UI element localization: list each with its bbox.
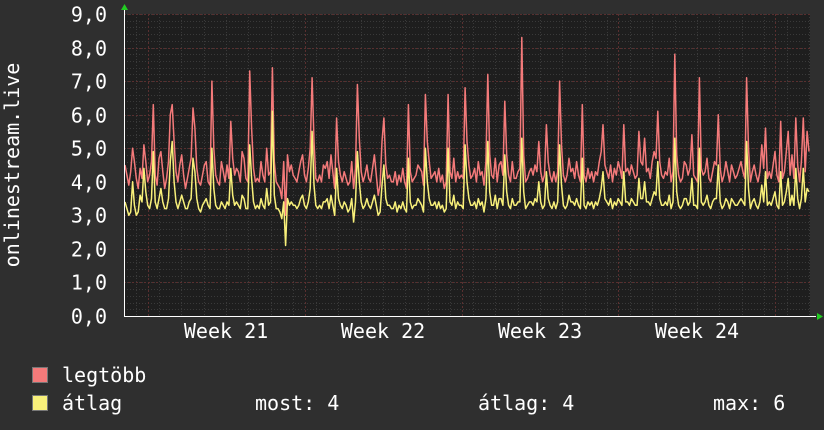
legend-max: legtöbb <box>32 363 146 387</box>
stat-mean-label: átlag: <box>478 391 551 415</box>
legend-avg-label: átlag <box>62 391 123 415</box>
x-tick-label: Week 24 <box>655 319 739 343</box>
stat-now-value: 4 <box>327 391 340 415</box>
legend-max-label: legtöbb <box>62 363 147 387</box>
y-tick-label: 1,0 <box>71 271 107 295</box>
series-layer <box>124 36 810 247</box>
y-tick-label: 6,0 <box>71 104 107 128</box>
y-tick-label: 4,0 <box>71 171 107 195</box>
y-tick-label: 2,0 <box>71 238 107 262</box>
stat-max-label: max: <box>713 391 762 415</box>
x-tick-label: Week 21 <box>184 319 268 343</box>
series-line <box>124 110 810 247</box>
x-tick-label: Week 23 <box>498 319 582 343</box>
y-tick-label: 8,0 <box>71 37 107 61</box>
stat-mean-value: 4 <box>562 391 575 415</box>
x-axis-arrow-icon <box>817 313 823 320</box>
y-tick-label: 0,0 <box>71 305 107 329</box>
stat-max-value: 6 <box>773 391 786 415</box>
x-tick-label: Week 22 <box>341 319 425 343</box>
stat-mean: átlag: 4 <box>478 391 574 415</box>
legend-max-swatch <box>32 367 48 383</box>
stat-max: max: 6 <box>713 391 785 415</box>
series-line <box>124 36 810 217</box>
y-tick-label: 7,0 <box>71 70 107 94</box>
y-axis-arrow-icon <box>121 4 128 10</box>
legend-avg-swatch <box>32 395 48 411</box>
stat-now: most: 4 <box>255 391 339 415</box>
stat-now-label: most: <box>255 391 316 415</box>
y-tick-label: 5,0 <box>71 137 107 161</box>
y-axis-title: onlinestream.live <box>0 63 24 268</box>
legend-avg: átlag <box>32 391 122 415</box>
labels-layer: 0,0 1,0 2,0 3,0 4,0 5,0 6,0 7,0 8,0 9,0 Week 21 Wee… <box>0 3 739 344</box>
y-tick-label: 9,0 <box>71 3 107 27</box>
plot-area <box>124 14 810 316</box>
y-tick-label: 3,0 <box>71 204 107 228</box>
axes-layer <box>121 4 823 320</box>
